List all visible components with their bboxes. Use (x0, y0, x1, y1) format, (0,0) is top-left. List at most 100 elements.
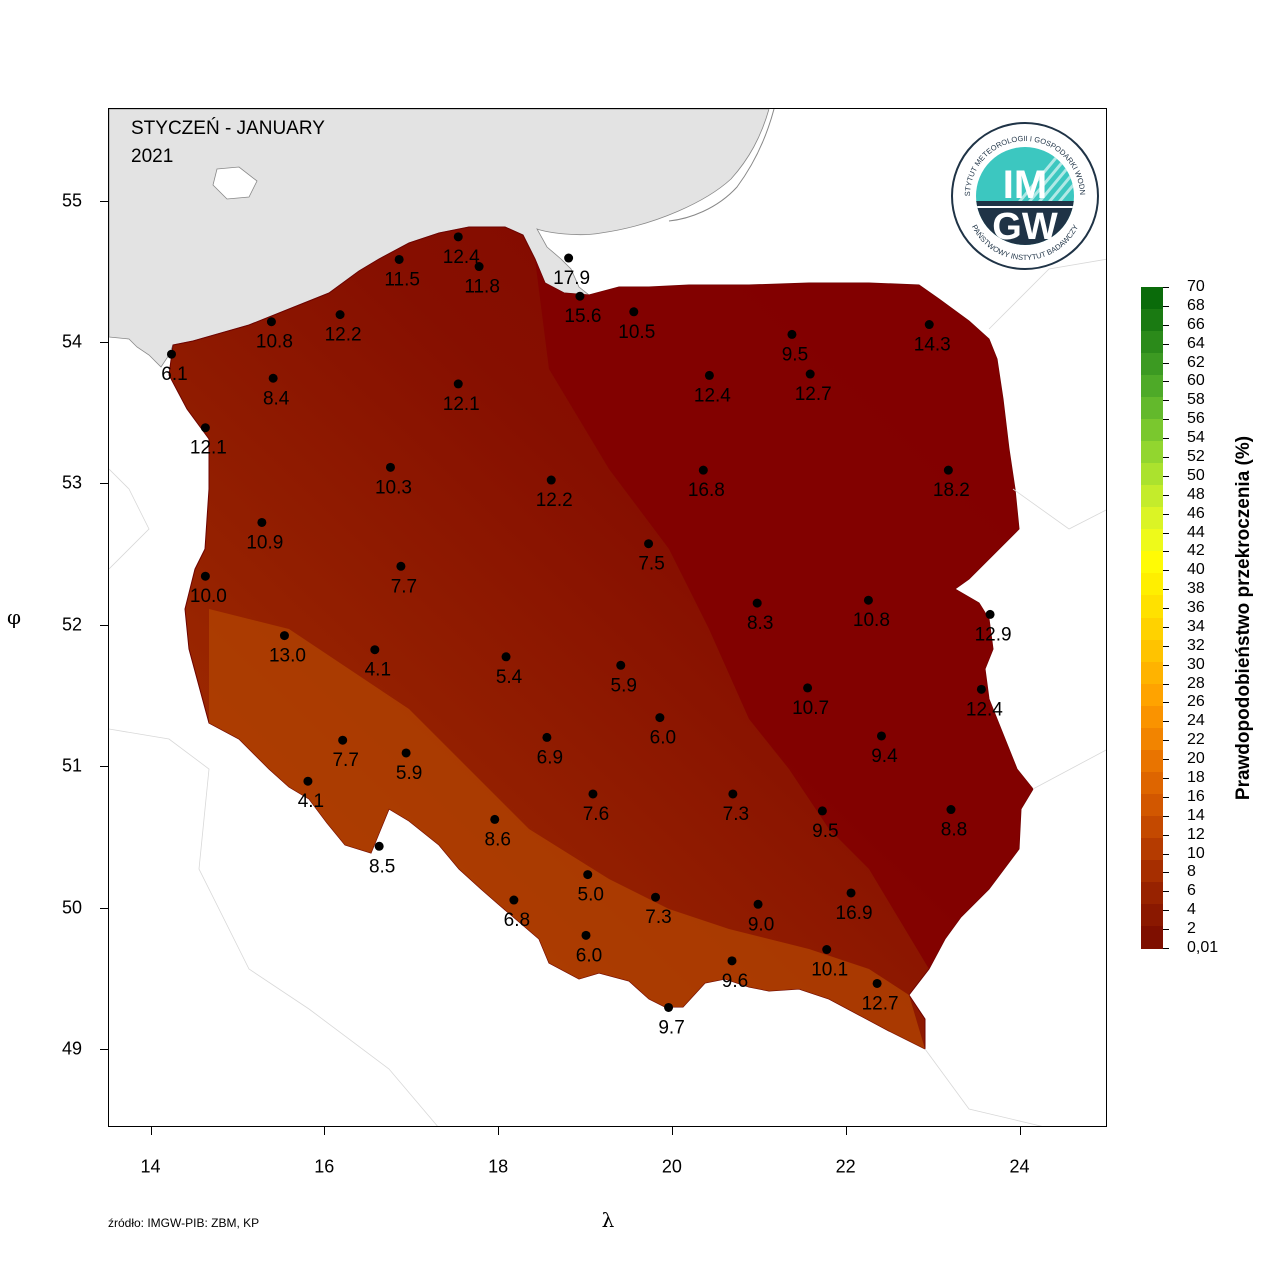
station-value-label: 10.8 (256, 332, 293, 353)
legend-label: 32 (1187, 636, 1205, 654)
legend-label: 56 (1187, 410, 1205, 428)
station-value-label: 18.2 (933, 480, 970, 501)
legend-swatch (1141, 507, 1163, 530)
legend-label: 68 (1187, 296, 1205, 314)
legend-tick (1163, 702, 1169, 704)
station-dot (200, 571, 210, 581)
legend-tick (1163, 362, 1169, 364)
station-value-label: 12.2 (325, 325, 362, 346)
legend-label: 8 (1187, 863, 1196, 881)
x-tick-label: 20 (661, 1156, 682, 1177)
station-value-label: 7.7 (332, 750, 358, 771)
station-value-label: 8.6 (485, 829, 511, 850)
legend-label: 4 (1187, 901, 1196, 919)
station-value-label: 4.1 (365, 660, 391, 681)
station-dot (817, 806, 827, 816)
map-year: 2021 (131, 146, 174, 167)
station-value-label: 11.5 (384, 269, 420, 290)
station-value-label: 9.5 (812, 821, 838, 842)
legend-tick (1163, 948, 1169, 949)
station-dot (166, 349, 176, 359)
y-tick-label: 53 (61, 472, 83, 493)
station-dot (583, 870, 593, 880)
y-tick (100, 766, 108, 768)
legend-swatch (1141, 727, 1163, 751)
legend-swatch (1141, 529, 1163, 552)
legend-swatch (1141, 859, 1163, 883)
station-dot (616, 660, 626, 670)
station-dot (303, 776, 313, 786)
legend-label: 22 (1187, 731, 1205, 749)
station-dot (564, 253, 574, 263)
legend-swatch (1141, 375, 1163, 398)
island (212, 166, 258, 200)
legend-swatch (1141, 419, 1163, 442)
legend-swatch (1141, 331, 1163, 354)
legend-tick (1163, 796, 1169, 798)
neighbour-borders (109, 258, 1106, 1126)
legend-swatch (1141, 287, 1163, 310)
legend-swatch (1141, 485, 1163, 508)
station-dot (575, 291, 585, 301)
station-dot (644, 539, 654, 549)
station-dot (268, 373, 278, 383)
station-dot (943, 465, 953, 475)
x-tick (498, 1127, 500, 1135)
legend-label: 6 (1187, 882, 1196, 900)
y-tick-label: 55 (61, 190, 83, 210)
legend-tick (1163, 683, 1169, 685)
legend-tick (1163, 910, 1169, 912)
station-value-label: 7.3 (645, 907, 671, 928)
legend-label: 42 (1187, 542, 1205, 560)
station-value-label: 6.0 (576, 945, 602, 966)
station-value-label: 8.4 (263, 388, 290, 409)
legend-tick (1163, 438, 1169, 440)
legend-tick (1163, 721, 1169, 723)
station-dot (651, 892, 661, 902)
legend-tick (1163, 570, 1169, 572)
station-value-label: 12.4 (443, 247, 480, 268)
station-value-label: 6.8 (504, 910, 530, 931)
x-tick-label: 24 (1009, 1156, 1030, 1177)
map-frame: 6.1 10.8 12.2 11.5 12.4 11.8 17.9 15.6 10.5 9.5 14… (108, 108, 1107, 1127)
southwest-zone (209, 609, 925, 1049)
station-dot (805, 369, 815, 379)
curonian-spit (668, 109, 775, 222)
y-axis-symbol: φ (6, 605, 22, 629)
legend-swatch (1141, 595, 1163, 619)
legend-label: 48 (1187, 485, 1205, 503)
legend-label: 36 (1187, 599, 1205, 617)
station-value-label: 8.3 (747, 613, 773, 634)
legend-tick (1163, 305, 1169, 307)
y-tick-label: 50 (61, 897, 83, 917)
legend-label: 70 (1187, 278, 1205, 295)
legend-tick (1163, 475, 1169, 477)
station-dot (581, 930, 591, 940)
station-value-label: 10.1 (811, 960, 848, 981)
source-note: źródło: IMGW-PIB: ZBM, KP (108, 1216, 260, 1230)
legend-tick (1163, 513, 1169, 515)
legend-tick (1163, 740, 1169, 742)
station-value-label: 17.9 (553, 268, 590, 289)
legend-label: 28 (1187, 674, 1205, 692)
station-value-label: 9.0 (748, 914, 774, 935)
station-dot (453, 379, 463, 389)
legend-label: 62 (1187, 353, 1205, 371)
legend-swatch (1141, 309, 1163, 332)
legend-tick (1163, 626, 1169, 628)
legend-swatch (1141, 353, 1163, 376)
map-title: STYCZEŃ - JANUARY (131, 118, 325, 139)
station-value-label: 12.7 (862, 993, 899, 1014)
station-value-label: 7.5 (638, 554, 664, 575)
legend-label: 38 (1187, 580, 1205, 598)
station-value-label: 8.8 (941, 820, 967, 841)
station-dot (546, 475, 556, 485)
legend-tick (1163, 419, 1169, 421)
legend-tick (1163, 494, 1169, 496)
legend-tick (1163, 853, 1169, 855)
station-dot (394, 254, 404, 264)
station-value-label: 9.5 (782, 344, 808, 365)
logo-im-text: IM (1003, 163, 1047, 207)
legend-swatch (1141, 749, 1163, 773)
station-value-label: 10.3 (375, 477, 412, 498)
